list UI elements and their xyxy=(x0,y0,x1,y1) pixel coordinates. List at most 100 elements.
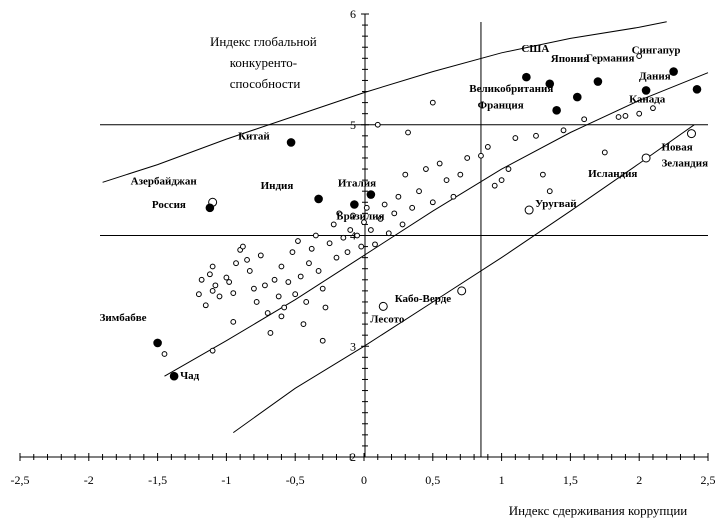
data-point xyxy=(423,166,429,172)
point-label-line: Зеландия xyxy=(661,158,708,170)
data-point xyxy=(539,171,546,178)
data-point-highlighted xyxy=(552,106,561,115)
data-point xyxy=(340,234,347,241)
data-point xyxy=(636,110,643,117)
x-tick-label: -1,5 xyxy=(148,473,167,487)
y-tick-label: 4 xyxy=(350,229,356,243)
data-point xyxy=(361,219,367,226)
data-point xyxy=(330,221,337,228)
data-point xyxy=(161,351,168,357)
data-point xyxy=(230,318,237,325)
data-point xyxy=(443,177,450,184)
data-point xyxy=(246,268,253,274)
data-point xyxy=(295,238,301,244)
x-tick-label: -2,5 xyxy=(11,473,30,487)
curve-lower xyxy=(233,124,695,434)
data-point xyxy=(267,330,274,336)
data-point xyxy=(202,302,209,309)
y-tick-label: 3 xyxy=(350,339,356,353)
data-point-open-labeled xyxy=(378,301,388,311)
data-point xyxy=(372,241,378,248)
data-point-highlighted xyxy=(314,194,323,204)
point-label: Великобритания xyxy=(469,83,553,95)
y-axis-title: Индекс глобальной конкуренто- способност… xyxy=(210,34,320,91)
data-point xyxy=(429,99,436,106)
data-point xyxy=(581,116,588,123)
y-axis-title-line-1: Индекс глобальной xyxy=(210,34,317,49)
data-point xyxy=(285,279,292,285)
data-point xyxy=(306,260,312,267)
data-point-open-labeled xyxy=(686,129,696,139)
data-point xyxy=(198,276,205,283)
data-point xyxy=(209,347,216,354)
data-point xyxy=(278,263,285,270)
data-point xyxy=(212,282,219,289)
point-label: Италия xyxy=(338,178,376,190)
data-point xyxy=(395,193,402,200)
y-axis-title-line-2: конкуренто- xyxy=(230,55,297,70)
data-point-highlighted xyxy=(153,338,162,348)
data-point-highlighted xyxy=(286,138,296,147)
data-point-highlighted xyxy=(350,200,359,209)
data-point xyxy=(560,127,567,134)
point-label: Лесото xyxy=(370,313,405,325)
data-point-highlighted xyxy=(692,85,702,94)
data-point xyxy=(358,243,365,250)
data-point-highlighted xyxy=(366,190,376,199)
y-tick-label: 2 xyxy=(350,450,356,464)
data-point xyxy=(326,240,333,247)
curve-upper xyxy=(102,21,667,183)
data-point xyxy=(278,313,285,320)
data-point xyxy=(289,249,296,256)
x-tick-label: -0,5 xyxy=(286,473,305,487)
x-tick-label: 0,5 xyxy=(425,473,440,487)
data-point xyxy=(478,152,484,159)
data-point xyxy=(319,285,326,292)
y-axis-title-line-3: способности xyxy=(230,76,301,91)
data-point xyxy=(399,221,406,228)
data-point xyxy=(333,254,340,261)
y-tick-label: 5 xyxy=(350,118,356,132)
data-point xyxy=(251,285,257,292)
data-point xyxy=(391,210,398,217)
data-point xyxy=(546,188,553,195)
data-point xyxy=(297,273,304,280)
data-point xyxy=(367,227,374,233)
data-point xyxy=(271,276,278,283)
data-point xyxy=(262,282,268,289)
data-point xyxy=(601,149,608,156)
data-point-highlighted xyxy=(545,79,555,89)
data-point xyxy=(264,310,271,316)
data-point xyxy=(233,260,239,267)
data-point xyxy=(312,232,319,239)
point-label: Дания xyxy=(639,70,671,82)
x-tick-label: 0 xyxy=(361,473,367,487)
data-point xyxy=(257,252,264,259)
data-point-highlighted xyxy=(522,72,531,82)
data-point xyxy=(363,204,370,211)
data-point xyxy=(505,166,512,172)
data-point xyxy=(195,291,202,298)
point-label: Новая Зеландия xyxy=(661,142,708,170)
data-point xyxy=(416,188,422,195)
data-point xyxy=(464,155,471,161)
data-point-open-labeled xyxy=(457,286,467,296)
reference-lines xyxy=(100,22,708,457)
data-point xyxy=(385,230,392,237)
x-tick-label: -1 xyxy=(221,473,231,487)
data-point xyxy=(615,114,622,120)
data-point xyxy=(377,215,384,222)
data-point xyxy=(344,249,351,256)
data-point xyxy=(315,268,322,274)
point-label: Исландия xyxy=(588,168,637,180)
point-label: Сингапур xyxy=(632,45,681,57)
y-tick-label: 6 xyxy=(350,7,356,21)
x-tick-label: 1 xyxy=(499,473,505,487)
point-label: Зимбабве xyxy=(100,312,147,324)
x-tick-label: 2 xyxy=(636,473,642,487)
data-points xyxy=(153,53,702,381)
data-point xyxy=(216,293,223,300)
data-point xyxy=(230,290,237,296)
